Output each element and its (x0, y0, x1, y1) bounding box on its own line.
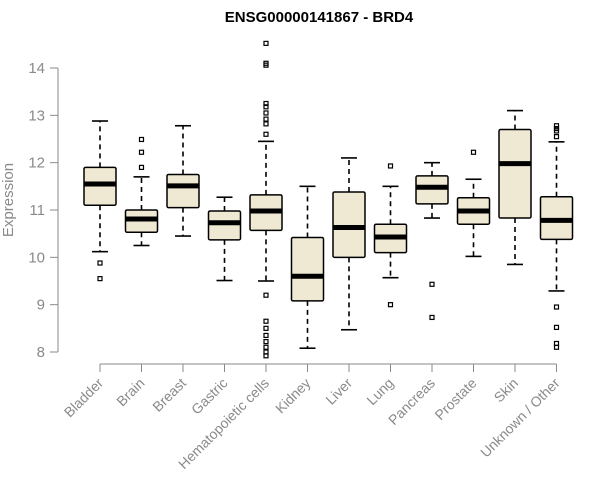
outlier-point (263, 318, 269, 324)
iqr-box (166, 173, 200, 209)
x-tick-label: Skin (491, 375, 522, 406)
y-axis-label: Expression (0, 163, 17, 237)
box-pancreas (415, 161, 449, 321)
outlier-point (263, 353, 269, 359)
iqr-box (498, 128, 532, 219)
x-tick-label: Unknown / Other (477, 375, 563, 461)
box-breast (166, 124, 200, 237)
y-tick-label: 11 (29, 202, 45, 219)
box-series (83, 40, 574, 359)
outlier-point (263, 325, 269, 331)
y-tick-label: 14 (28, 60, 45, 77)
outlier-point (97, 260, 103, 266)
outlier-point (263, 292, 269, 298)
outlier-point (138, 164, 145, 170)
y-tick-label: 12 (28, 155, 45, 172)
chart-title: ENSG00000141867 - BRD4 (225, 9, 414, 26)
outlier-point (429, 281, 435, 287)
box-prostate (456, 149, 491, 258)
box-hematopoietic-cells (249, 40, 283, 359)
box-gastric (207, 196, 242, 282)
box-unknown-other (539, 123, 574, 350)
outlier-point (263, 40, 269, 46)
outlier-point (553, 134, 560, 140)
outlier-point (553, 344, 560, 350)
box-liver (332, 157, 366, 331)
outlier-point (553, 324, 560, 330)
outlier-point (553, 128, 560, 134)
outlier-point (553, 304, 560, 310)
outlier-point (553, 123, 560, 129)
y-tick-label: 9 (37, 297, 45, 314)
outlier-point (470, 149, 477, 155)
y-tick-label: 8 (37, 344, 45, 361)
outlier-point (263, 104, 269, 110)
x-tick-label: Lung (363, 375, 396, 408)
outlier-point (387, 163, 394, 169)
outlier-point (138, 136, 145, 143)
y-axis: 8 9 10 11 12 13 14 (28, 60, 59, 361)
box-skin (498, 109, 532, 266)
outlier-point (263, 338, 269, 345)
outlier-point (263, 110, 269, 116)
iqr-box (415, 175, 449, 205)
x-tick-label: Brain (113, 375, 147, 409)
y-tick-label: 13 (28, 107, 45, 124)
box-lung (373, 163, 408, 308)
outlier-point (263, 121, 269, 127)
outlier-point (263, 344, 269, 350)
outlier-point (263, 100, 269, 107)
x-tick-label: Liver (322, 375, 355, 408)
outlier-point (263, 131, 269, 137)
box-bladder (83, 120, 117, 282)
box-brain (124, 136, 159, 247)
y-tick-label: 10 (28, 249, 45, 266)
outlier-point (138, 149, 145, 155)
y-ticks: 8 9 10 11 12 13 14 (28, 60, 58, 361)
x-tick-label: Bladder (61, 375, 107, 421)
box-kidney (290, 185, 325, 350)
outlier-point (263, 62, 269, 68)
x-tick-label: Breast (149, 375, 189, 415)
iqr-box (207, 210, 242, 241)
x-tick-label: Kidney (272, 375, 314, 417)
outlier-point (387, 302, 394, 308)
outlier-point (263, 332, 269, 339)
iqr-box (332, 191, 366, 259)
outlier-point (97, 276, 103, 282)
iqr-box (290, 236, 325, 302)
outlier-point (429, 314, 435, 321)
outlier-point (263, 116, 269, 122)
x-tick-label: Prostate (431, 375, 479, 423)
